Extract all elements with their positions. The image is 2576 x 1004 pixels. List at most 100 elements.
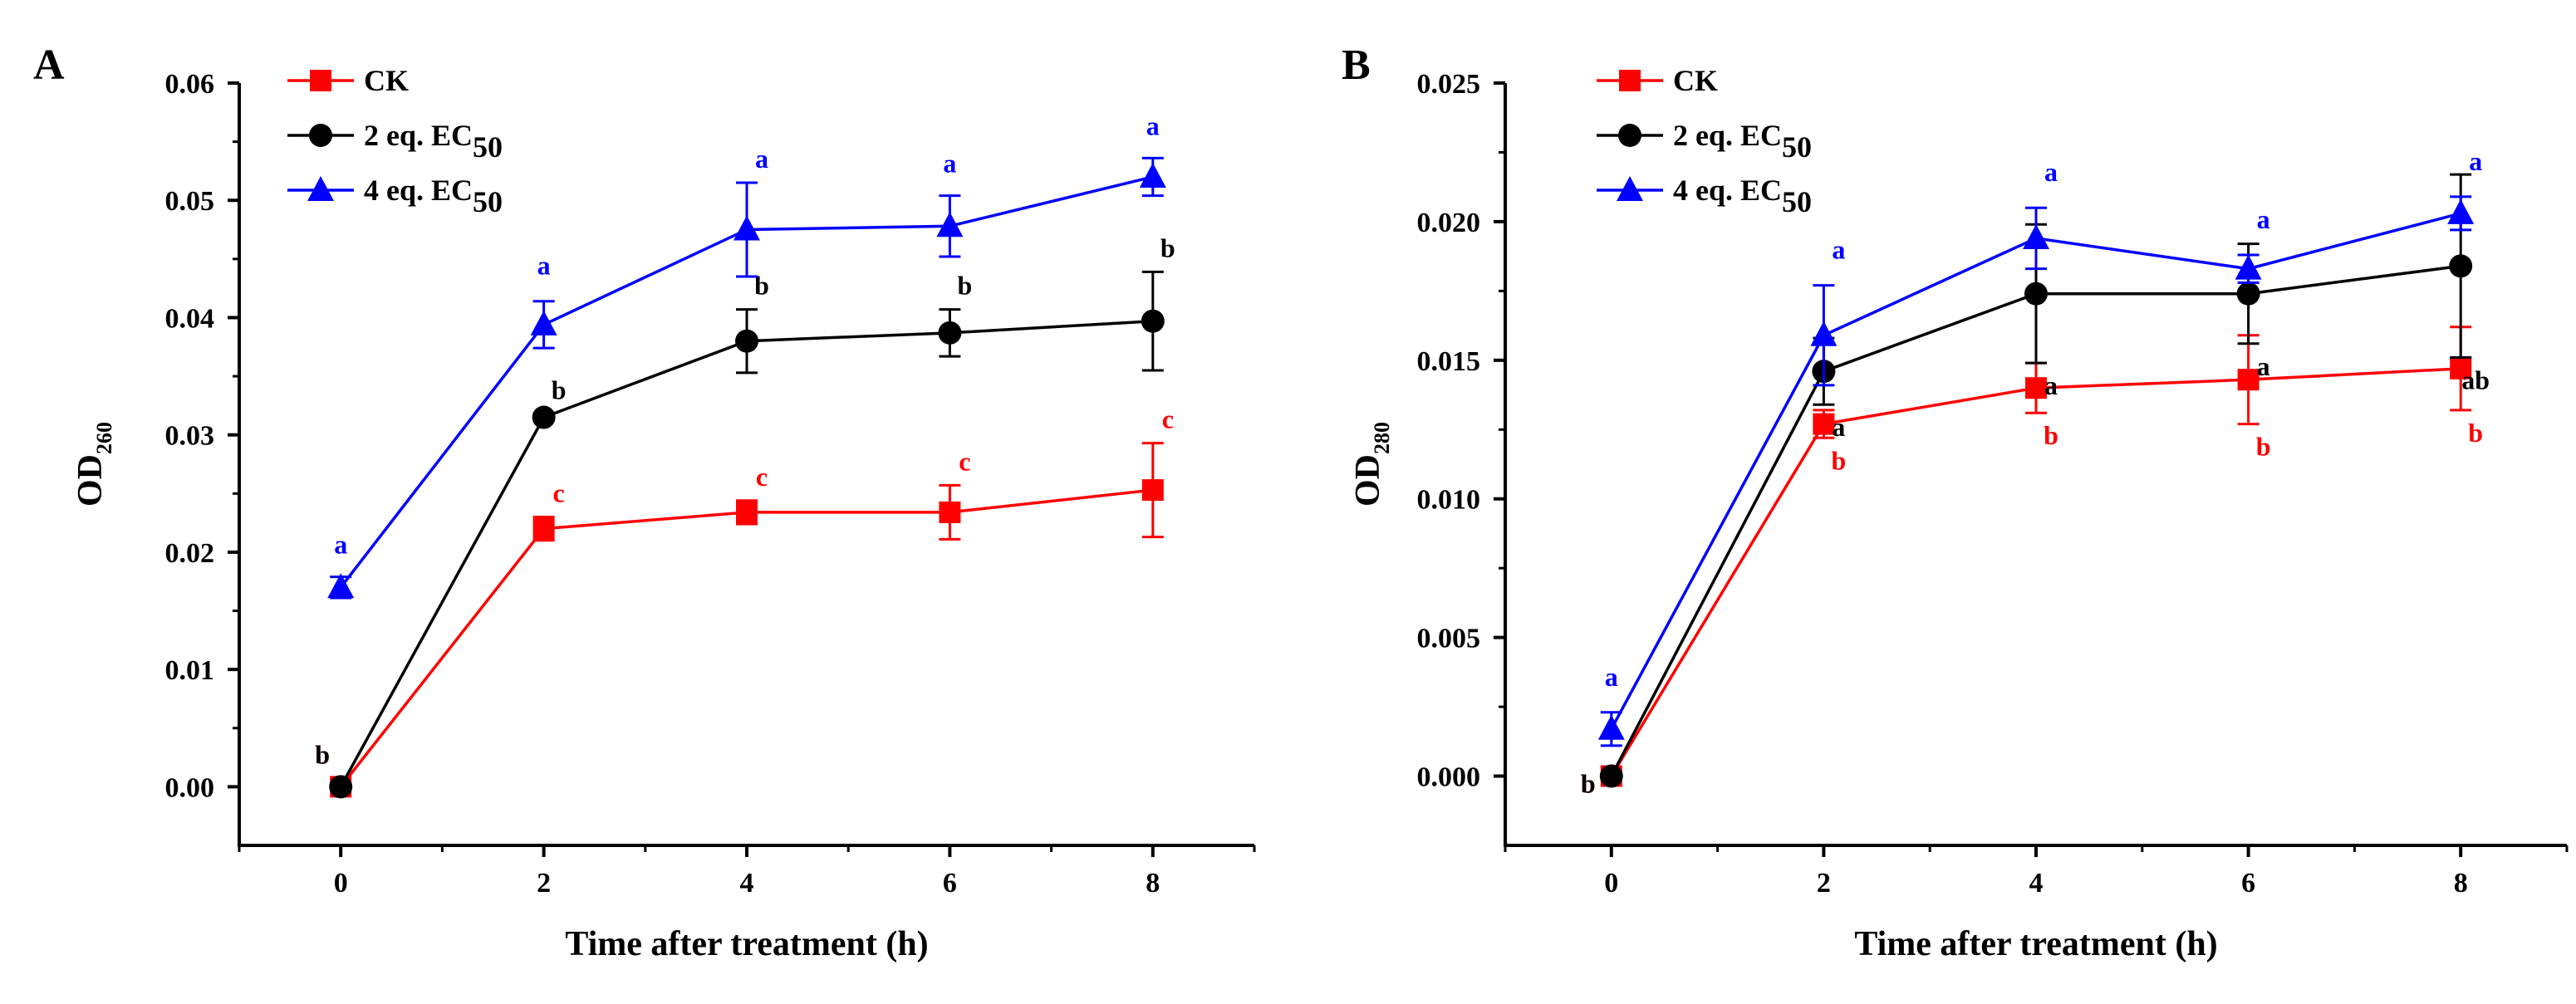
legend-item: 2 eq. EC50 [287, 119, 503, 164]
significance-letter: c [1162, 404, 1174, 434]
x-axis-label: Time after treatment (h) [565, 925, 928, 963]
data-point [2447, 198, 2475, 224]
significance-letter: a [943, 149, 956, 179]
significance-letter: c [959, 446, 970, 476]
legend-label-main: 2 eq. EC [1673, 119, 1782, 152]
data-point [2025, 377, 2047, 399]
significance-letter: ab [2461, 365, 2490, 394]
data-point [532, 517, 555, 540]
legend-marker [1619, 70, 1641, 91]
x-tick-label: 6 [943, 868, 957, 899]
significance-letter: c [552, 478, 564, 508]
y-tick-label: 0.000 [1417, 762, 1481, 793]
significance-letter: b [2256, 432, 2271, 462]
series-4-eq-ec50: a a a a a [1597, 146, 2482, 747]
y-axis-label-main: OD [1349, 454, 1387, 507]
y-tick-label: 0.020 [1417, 208, 1481, 238]
legend-marker [309, 124, 332, 147]
x-axis-label: Time after treatment (h) [1854, 925, 2217, 963]
series-ck: b c c c c [315, 404, 1174, 798]
legend-item: CK [287, 64, 409, 97]
series-2-eq-ec50: b b b b b [315, 233, 1175, 799]
x-tick-label: 8 [1146, 868, 1160, 899]
data-point [2236, 282, 2260, 306]
data-point [1599, 764, 1623, 788]
y-tick-label: 0.06 [165, 69, 215, 100]
data-point [939, 501, 961, 523]
legend-label: CK [364, 64, 409, 97]
y-axis-label-main: OD [71, 454, 110, 507]
legend-marker [1618, 124, 1641, 147]
significance-letter: b [1832, 445, 1847, 475]
significance-letter: b [2044, 420, 2058, 450]
legend-item: 2 eq. EC50 [1597, 119, 1812, 164]
data-point [736, 501, 758, 523]
significance-letter: b [754, 271, 769, 301]
significance-letter: a [1146, 110, 1160, 140]
data-point [2450, 357, 2472, 380]
legend-marker [1617, 176, 1643, 201]
y-tick-label: 0.04 [165, 303, 215, 334]
panel-b: 0.000 0.005 0.010 0.015 0.020 0.025 0 2 4 6 8 Time … [1342, 42, 2569, 963]
significance-letter: b [552, 375, 567, 404]
data-point [1139, 162, 1166, 188]
significance-letter: b [2468, 418, 2483, 448]
legend-label-main: CK [364, 64, 409, 97]
x-tick-label: 0 [334, 868, 348, 899]
y-tick-label: 0.05 [165, 186, 215, 217]
x-tick-label: 4 [740, 868, 754, 899]
series-line [339, 488, 1153, 788]
legend-marker [307, 176, 334, 201]
legend-label-subscript: 50 [1782, 185, 1812, 218]
x-tick-label: 2 [537, 868, 551, 899]
significance-letter: c [756, 462, 768, 492]
data-point [1813, 413, 1835, 435]
legend-label: 2 eq. EC50 [364, 119, 503, 164]
data-point [327, 573, 355, 599]
significance-letter: a [2469, 146, 2482, 176]
y-tick-label: 0.02 [165, 538, 215, 569]
significance-letter: a [755, 144, 768, 174]
legend-item: 4 eq. EC50 [287, 174, 503, 218]
y-axis-label: OD260 [71, 422, 116, 507]
data-point [532, 405, 556, 429]
significance-letter: a [2257, 351, 2270, 381]
significance-letter: b [1581, 769, 1596, 799]
significance-letter: b [1160, 233, 1175, 262]
legend-marker [310, 70, 331, 91]
x-tick-label: 8 [2454, 868, 2468, 899]
significance-letter: b [1581, 769, 1596, 799]
data-point [2024, 282, 2048, 306]
x-tick-label: 0 [1604, 868, 1618, 899]
data-point [2023, 223, 2049, 249]
legend-label: 4 eq. EC50 [364, 174, 503, 218]
x-tick-label: 6 [2241, 868, 2255, 899]
significance-letter: a [1832, 412, 1845, 442]
significance-letter: a [1832, 235, 1845, 265]
data-point [1141, 309, 1165, 333]
legend-label-subscript: 50 [473, 185, 503, 218]
data-point [938, 321, 962, 345]
significance-letter: b [958, 271, 973, 301]
data-point [1141, 479, 1164, 502]
significance-letter: a [1605, 662, 1618, 692]
panel-label: B [1342, 42, 1371, 89]
data-point [1597, 714, 1625, 740]
legend-label-main: 4 eq. EC [1673, 174, 1782, 207]
data-point [735, 329, 758, 353]
legend-label-main: 2 eq. EC [364, 119, 473, 152]
data-point [2237, 369, 2260, 391]
data-point [329, 775, 353, 799]
legend-label-subscript: 50 [473, 130, 503, 164]
significance-letter: b [315, 739, 330, 769]
series-ck: b b b b b [1581, 326, 2483, 799]
panel-label: A [33, 42, 65, 89]
legend-label-main: CK [1673, 64, 1718, 97]
legend-label-subscript: 50 [1782, 130, 1812, 164]
y-tick-label: 0.025 [1417, 69, 1481, 100]
x-tick-label: 2 [1817, 868, 1831, 899]
data-point [2235, 254, 2262, 280]
significance-letter: a [334, 530, 347, 560]
series-4-eq-ec50: a a a a a [327, 110, 1166, 600]
